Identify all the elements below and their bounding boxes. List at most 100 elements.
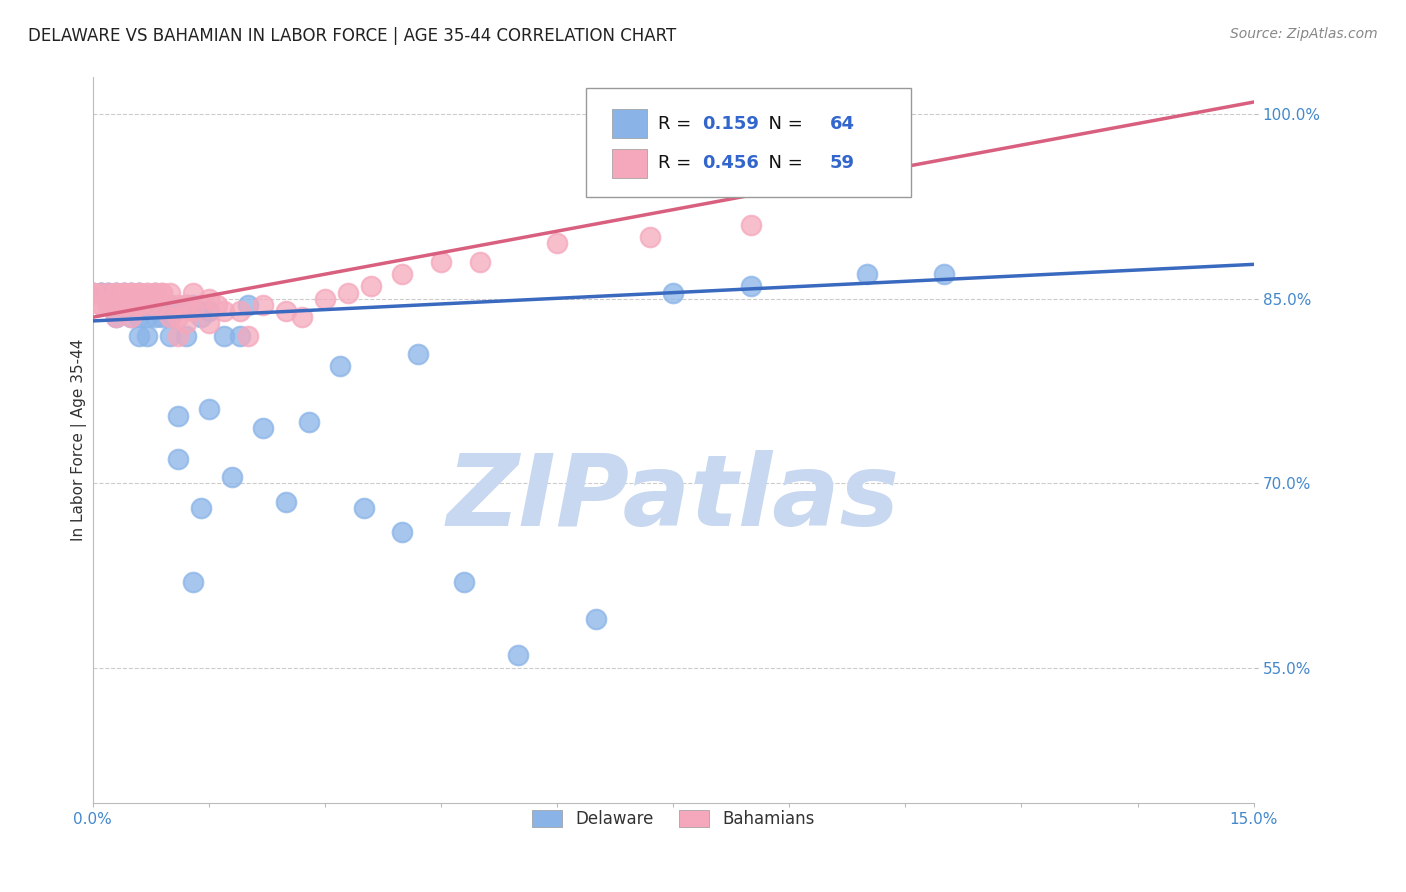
Point xyxy=(353,500,375,515)
Point xyxy=(105,285,128,300)
Text: 0.159: 0.159 xyxy=(702,115,759,133)
Point xyxy=(638,230,661,244)
Point xyxy=(97,285,120,300)
Text: N =: N = xyxy=(756,154,808,172)
Point xyxy=(112,285,135,300)
Point xyxy=(159,328,181,343)
Point xyxy=(121,310,143,325)
Point xyxy=(360,279,382,293)
Point xyxy=(136,285,159,300)
Point xyxy=(136,298,159,312)
Point xyxy=(855,267,877,281)
Point xyxy=(546,236,568,251)
Point xyxy=(112,285,135,300)
Point xyxy=(252,421,274,435)
Point xyxy=(105,298,128,312)
Point xyxy=(90,298,112,312)
Text: R =: R = xyxy=(658,154,697,172)
Point xyxy=(97,285,120,300)
Point xyxy=(740,279,762,293)
Point xyxy=(391,267,413,281)
Point xyxy=(128,285,150,300)
Point xyxy=(198,317,221,331)
Point xyxy=(121,285,143,300)
Point xyxy=(183,304,205,318)
Point xyxy=(90,285,112,300)
Point xyxy=(453,574,475,589)
Point xyxy=(136,310,159,325)
Point xyxy=(291,310,314,325)
Point xyxy=(167,328,190,343)
Text: DELAWARE VS BAHAMIAN IN LABOR FORCE | AGE 35-44 CORRELATION CHART: DELAWARE VS BAHAMIAN IN LABOR FORCE | AG… xyxy=(28,27,676,45)
Point xyxy=(159,310,181,325)
Point xyxy=(112,298,135,312)
Point xyxy=(90,285,112,300)
Point xyxy=(276,494,298,508)
Text: 59: 59 xyxy=(830,154,855,172)
Point xyxy=(740,218,762,232)
Point xyxy=(236,328,259,343)
Point xyxy=(159,298,181,312)
Point xyxy=(121,285,143,300)
Point xyxy=(468,255,491,269)
Point xyxy=(128,285,150,300)
Point xyxy=(128,310,150,325)
Point xyxy=(105,285,128,300)
Text: 0.456: 0.456 xyxy=(702,154,759,172)
Point xyxy=(112,298,135,312)
Point xyxy=(152,298,174,312)
Point xyxy=(221,470,243,484)
Point xyxy=(159,285,181,300)
Text: R =: R = xyxy=(658,115,697,133)
Point xyxy=(152,310,174,325)
Legend: Delaware, Bahamians: Delaware, Bahamians xyxy=(526,803,821,835)
Point xyxy=(152,285,174,300)
Point xyxy=(198,304,221,318)
Point xyxy=(105,310,128,325)
Point xyxy=(112,285,135,300)
Point xyxy=(214,328,236,343)
Point xyxy=(121,285,143,300)
Point xyxy=(167,298,190,312)
Point xyxy=(406,347,429,361)
Point xyxy=(82,285,104,300)
FancyBboxPatch shape xyxy=(612,110,647,138)
Point xyxy=(159,310,181,325)
Point xyxy=(82,285,104,300)
Point xyxy=(167,310,190,325)
Point xyxy=(174,298,197,312)
Text: N =: N = xyxy=(756,115,808,133)
Point xyxy=(143,310,166,325)
Point xyxy=(167,409,190,423)
Point xyxy=(152,285,174,300)
Point xyxy=(97,285,120,300)
Point xyxy=(229,304,252,318)
Point xyxy=(174,317,197,331)
Point xyxy=(90,285,112,300)
Point xyxy=(82,285,104,300)
Point xyxy=(128,328,150,343)
Point xyxy=(229,328,252,343)
Text: Source: ZipAtlas.com: Source: ZipAtlas.com xyxy=(1230,27,1378,41)
Point xyxy=(236,298,259,312)
Point xyxy=(298,415,321,429)
Point xyxy=(82,285,104,300)
Point xyxy=(143,298,166,312)
Point xyxy=(329,359,352,374)
Point xyxy=(585,611,607,625)
Point xyxy=(143,285,166,300)
Point xyxy=(174,298,197,312)
Point xyxy=(90,298,112,312)
Point xyxy=(143,298,166,312)
Point xyxy=(128,298,150,312)
Point xyxy=(214,304,236,318)
Point xyxy=(662,285,685,300)
FancyBboxPatch shape xyxy=(612,149,647,178)
Point xyxy=(121,285,143,300)
Point xyxy=(198,402,221,417)
Point xyxy=(105,310,128,325)
Point xyxy=(128,285,150,300)
Point xyxy=(112,298,135,312)
Point xyxy=(183,574,205,589)
Point xyxy=(128,298,150,312)
